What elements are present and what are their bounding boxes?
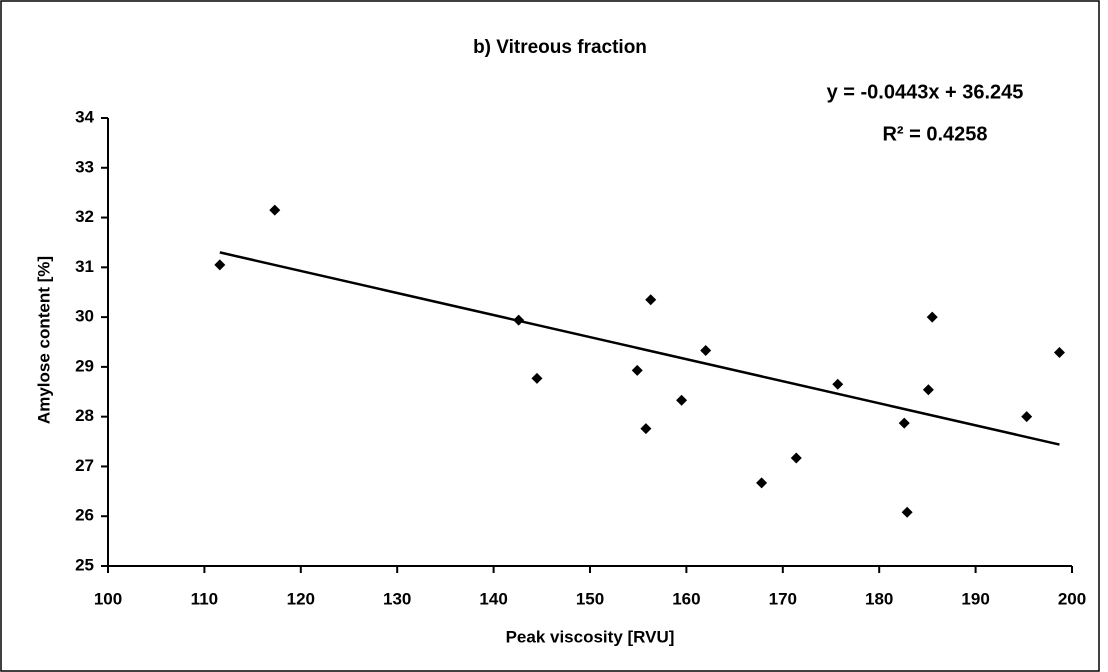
y-tick-label: 33 (75, 157, 94, 176)
y-tick-label: 34 (75, 107, 94, 126)
y-tick-label: 26 (75, 506, 94, 525)
point (1021, 411, 1033, 423)
point (631, 364, 643, 376)
x-tick-label: 200 (1058, 589, 1086, 608)
chart-title: b) Vitreous fraction (473, 37, 647, 58)
equation: y = -0.0443x + 36.245 (827, 81, 1024, 103)
r-squared: R² = 0.4258 (882, 123, 987, 145)
y-tick-label: 27 (75, 456, 94, 475)
y-tick-label: 29 (75, 356, 94, 375)
point (269, 204, 281, 216)
y-tick-label: 31 (75, 257, 94, 276)
y-axis-label: Amylose content [%] (34, 256, 53, 424)
x-tick-label: 130 (383, 589, 411, 608)
point (926, 311, 938, 323)
x-tick-label: 190 (961, 589, 989, 608)
x-tick-label: 150 (576, 589, 604, 608)
x-tick-label: 140 (479, 589, 507, 608)
x-tick-label: 120 (287, 589, 315, 608)
x-tick-label: 170 (769, 589, 797, 608)
point (1053, 346, 1065, 358)
point (790, 452, 802, 464)
point (756, 477, 768, 489)
x-tick-label: 160 (672, 589, 700, 608)
point (922, 384, 934, 396)
x-tick-label: 100 (94, 589, 122, 608)
point (531, 372, 543, 384)
point (214, 259, 226, 271)
x-axis-label: Peak viscosity [RVU] (506, 627, 675, 646)
y-tick-label: 30 (75, 307, 94, 326)
y-tick-label: 28 (75, 406, 94, 425)
point (901, 506, 913, 518)
point (898, 417, 910, 429)
point (513, 314, 525, 326)
point (640, 423, 652, 435)
trendline (219, 251, 1060, 446)
y-tick-label: 25 (75, 555, 94, 574)
y-tick-label: 32 (75, 207, 94, 226)
x-tick-label: 110 (191, 589, 218, 608)
point (832, 378, 844, 390)
point (700, 344, 712, 356)
point (676, 394, 688, 406)
x-tick-label: 180 (865, 589, 893, 608)
point (645, 294, 657, 306)
